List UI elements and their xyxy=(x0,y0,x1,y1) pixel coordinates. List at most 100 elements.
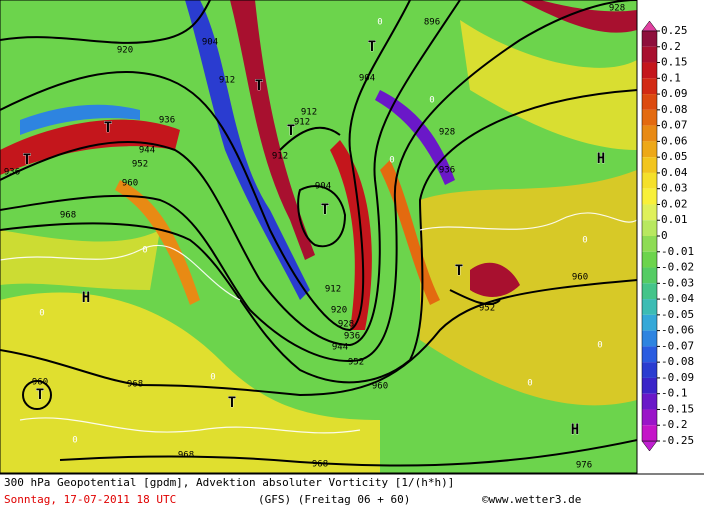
pressure-center: H xyxy=(82,290,90,306)
pressure-center: T xyxy=(228,395,236,411)
colorbar-tick-label: 0.1 xyxy=(661,71,681,84)
contour-label: 928 xyxy=(439,128,455,138)
contour-label: 952 xyxy=(132,160,148,170)
contour-label: 912 xyxy=(272,152,288,162)
colorbar-tick-label: 0.04 xyxy=(661,166,688,179)
pressure-center: T xyxy=(104,120,112,136)
contour-label: 896 xyxy=(424,18,440,28)
contour-label: 936 xyxy=(4,168,20,178)
colorbar-swatch xyxy=(642,283,657,300)
colorbar-arrow-top xyxy=(641,20,658,32)
contour-label: 0 xyxy=(429,96,434,106)
pressure-center: T xyxy=(23,152,31,168)
colorbar-tick-label: -0.01 xyxy=(661,245,694,258)
colorbar-swatch xyxy=(642,314,657,331)
colorbar-swatch xyxy=(642,346,657,363)
colorbar-swatch xyxy=(642,409,657,426)
zero-lines xyxy=(0,212,637,434)
colorbar-swatch xyxy=(642,31,657,47)
footer-title: 300 hPa Geopotential [gpdm], Advektion a… xyxy=(4,476,454,489)
colorbar-swatch xyxy=(642,188,657,205)
contour-label: 968 xyxy=(60,211,76,221)
contour-label: 976 xyxy=(576,461,592,471)
colorbar: 0.25 0.2 0.15 0.1 0.09 0.08 0.07 0.06 0.05 0.04 0.… xyxy=(641,20,694,452)
colorbar-tick-label: 0.05 xyxy=(661,150,688,163)
colorbar-tick-label: 0.09 xyxy=(661,87,688,100)
contour-label: 960 xyxy=(32,378,48,388)
contour-label: 920 xyxy=(331,306,347,316)
map-frame xyxy=(0,0,638,474)
colorbar-tick-label: -0.05 xyxy=(661,308,694,321)
colorbar-tick-label: 0.08 xyxy=(661,103,688,116)
colorbar-tick-label: -0.06 xyxy=(661,324,694,337)
contour-label: 0 xyxy=(527,379,532,389)
contour-label: 952 xyxy=(348,358,364,368)
contour-label: 0 xyxy=(597,341,602,351)
colorbar-swatch xyxy=(642,78,657,95)
contour-label: 0 xyxy=(39,309,44,319)
colorbar-tick-label: 0.06 xyxy=(661,134,688,147)
footer-credit: ©www.wetter3.de xyxy=(482,493,581,506)
pressure-center: H xyxy=(597,151,605,167)
colorbar-tick-label: -0.2 xyxy=(661,418,688,431)
contour-label: 960 xyxy=(122,179,138,189)
colorbar-swatch xyxy=(642,299,657,315)
contour-label: 912 xyxy=(294,118,310,128)
colorbar-swatch xyxy=(642,377,657,394)
contour-label: 904 xyxy=(359,74,375,84)
colorbar-swatch xyxy=(642,267,657,284)
colorbar-swatch xyxy=(642,330,657,347)
colorbar-swatch xyxy=(642,236,657,252)
contour-label: 928 xyxy=(338,320,354,330)
contour-label: 944 xyxy=(139,146,155,156)
colorbar-swatch xyxy=(642,251,657,268)
colorbar-swatch xyxy=(642,157,657,173)
colorbar-swatch xyxy=(642,125,657,142)
contour-label: 936 xyxy=(439,166,455,176)
colorbar-swatch xyxy=(642,62,657,79)
colorbar-tick-label: 0 xyxy=(661,229,668,242)
colorbar-tick-label: -0.08 xyxy=(661,355,694,368)
contour-label: 0 xyxy=(72,436,77,446)
contour-label: 968 xyxy=(178,451,194,461)
contour-label: 912 xyxy=(219,76,235,86)
contour-label: 968 xyxy=(312,460,328,470)
colorbar-tick-label: 0.07 xyxy=(661,119,688,132)
contour-label: 0 xyxy=(210,373,215,383)
colorbar-swatch xyxy=(642,94,657,110)
contour-label: 0 xyxy=(389,156,394,166)
contour-label: 0 xyxy=(582,236,587,246)
pressure-center: T xyxy=(287,123,295,139)
pressure-center: T xyxy=(36,387,44,403)
footer-model: (GFS) (Freitag 06 + 60) xyxy=(258,493,410,506)
colorbar-tick-label: 0.02 xyxy=(661,197,688,210)
colorbar-tick-label: -0.25 xyxy=(661,434,694,447)
pressure-center: T xyxy=(255,78,263,94)
colorbar-tick-label: 0.2 xyxy=(661,40,681,53)
contour-label: 912 xyxy=(325,285,341,295)
colorbar-swatch xyxy=(642,220,657,236)
colorbar-tick-label: -0.1 xyxy=(661,387,688,400)
colorbar-swatch xyxy=(642,362,657,378)
colorbar-tick-label: 0.15 xyxy=(661,56,688,69)
map-field xyxy=(0,0,637,473)
colorbar-tick-label: -0.15 xyxy=(661,402,694,415)
contours xyxy=(0,0,637,467)
footer-date: Sonntag, 17-07-2011 18 UTC xyxy=(4,493,176,506)
pressure-center: T xyxy=(455,263,463,279)
contour-label: 0 xyxy=(377,18,382,28)
colorbar-swatch xyxy=(642,46,657,63)
contour-label: 920 xyxy=(117,46,133,56)
contour-label: 968 xyxy=(127,380,143,390)
contour-label: 904 xyxy=(315,182,331,192)
contour-label: 0 xyxy=(142,246,147,256)
colorbar-swatch xyxy=(642,425,657,441)
pressure-center: T xyxy=(368,39,376,55)
colorbar-tick-label: -0.04 xyxy=(661,292,694,305)
colorbar-swatch xyxy=(642,172,657,189)
contour-label: 960 xyxy=(572,273,588,283)
pressure-center: T xyxy=(321,202,329,218)
pressure-center: H xyxy=(571,422,579,438)
colorbar-swatch xyxy=(642,393,657,410)
colorbar-tick-label: -0.03 xyxy=(661,276,694,289)
